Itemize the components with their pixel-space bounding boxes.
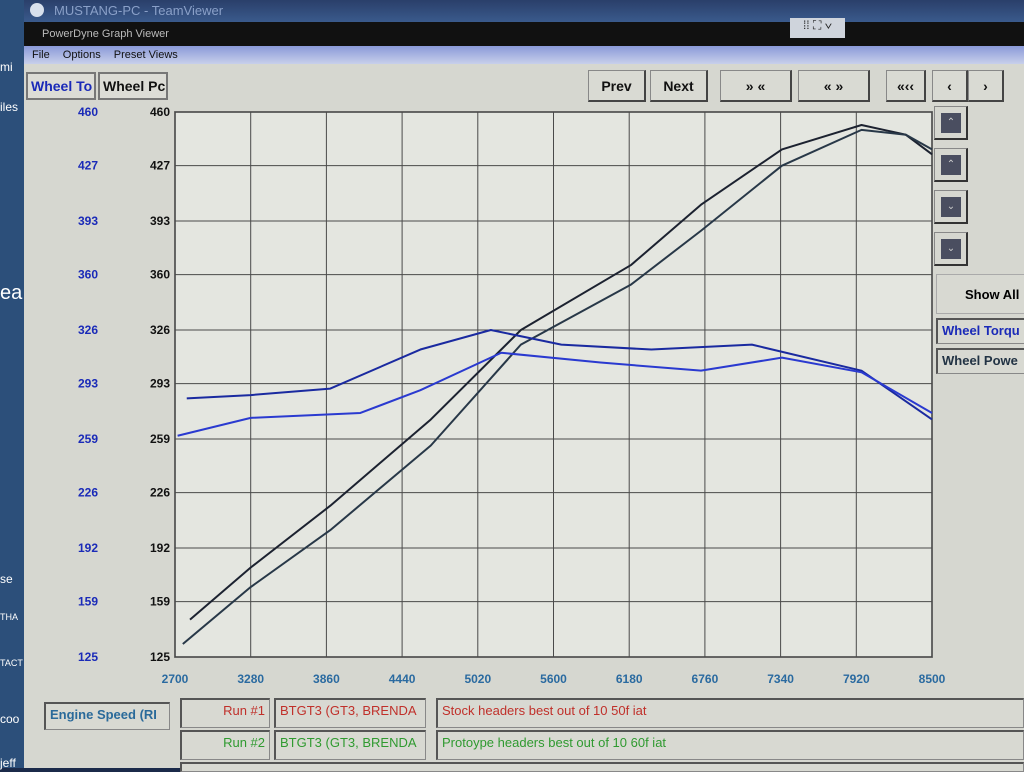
bg-text: coo — [0, 712, 20, 726]
y-tick-label-power: 125 — [150, 650, 170, 664]
y-tick-label-power: 360 — [150, 268, 170, 282]
power-curve — [182, 128, 933, 645]
teamviewer-logo-icon — [30, 3, 44, 17]
teamviewer-toolbar-toggle[interactable]: ⁞⁞ ⛶ ∨ — [790, 18, 845, 38]
menu-options[interactable]: Options — [62, 49, 101, 61]
scroll-far-left-button[interactable]: «‹‹ — [886, 70, 926, 102]
y-tick-label-power: 192 — [150, 541, 170, 555]
scroll-bottom-button[interactable]: ⌄ — [934, 232, 968, 266]
x-tick-label: 5020 — [464, 672, 491, 686]
chevron-down-icon: ⌄ — [941, 197, 961, 217]
run-2-note[interactable]: Protoype headers best out of 10 60f iat — [436, 730, 1024, 760]
scroll-left-button[interactable]: ‹ — [932, 70, 968, 102]
background-window-strip: mi iles ea se THA TACT coo jeff — [0, 0, 24, 770]
x-axis-channel-label[interactable]: Engine Speed (RI — [44, 702, 170, 730]
prev-button[interactable]: Prev — [588, 70, 646, 102]
dyno-chart: 2700 3280 3860 4440 5020 5600 6180 6760 7340 7920… — [78, 105, 946, 686]
x-tick-label: 7340 — [767, 672, 794, 686]
y-tick-label-torque: 226 — [78, 486, 98, 500]
x-tick-label: 6760 — [692, 672, 719, 686]
y-tick-label-power: 259 — [150, 432, 170, 446]
menu-preset-views[interactable]: Preset Views — [113, 49, 178, 61]
bg-text: mi — [0, 60, 13, 74]
teamviewer-titlebar: MUSTANG-PC - TeamViewer — [24, 0, 1024, 22]
y-tick-label-torque: 460 — [78, 105, 98, 119]
torque-curve — [177, 351, 933, 437]
x-tick-label: 5600 — [540, 672, 567, 686]
y-tick-label-torque: 293 — [78, 377, 98, 391]
y-tick-label-power: 293 — [150, 377, 170, 391]
next-button[interactable]: Next — [650, 70, 708, 102]
scroll-up-button[interactable]: ⌃ — [934, 148, 968, 182]
triple-chevron-down-icon: ⌄ — [941, 239, 961, 259]
legend-wheel-torque[interactable]: Wheel Torqu — [936, 318, 1024, 344]
run-2-label[interactable]: Run #2 — [180, 730, 270, 760]
y-tick-label-torque: 427 — [78, 159, 98, 173]
scroll-top-button[interactable]: ⌃ — [934, 106, 968, 140]
menu-bar: File Options Preset Views — [24, 46, 1024, 64]
y-tick-label-power: 427 — [150, 159, 170, 173]
bg-text: iles — [0, 100, 19, 114]
app-titlebar: PowerDyne Graph Viewer — [24, 22, 1024, 46]
bg-text: se — [0, 572, 13, 586]
run-3-row[interactable] — [180, 762, 1024, 772]
x-tick-label: 3280 — [237, 672, 264, 686]
chevron-up-icon: ⌃ — [941, 155, 961, 175]
y-tick-label-torque: 125 — [78, 650, 98, 664]
y-tick-label-torque: 192 — [78, 541, 98, 555]
bg-text: ea — [0, 282, 23, 304]
menu-file[interactable]: File — [32, 49, 50, 61]
x-tick-label: 4440 — [389, 672, 416, 686]
x-tick-label: 8500 — [919, 672, 946, 686]
zoom-out-button[interactable]: « » — [798, 70, 870, 102]
run-1-label[interactable]: Run #1 — [180, 698, 270, 728]
run-1-vehicle[interactable]: BTGT3 (GT3, BRENDA — [274, 698, 426, 728]
bg-text: THA — [0, 612, 18, 622]
run-1-note[interactable]: Stock headers best out of 10 50f iat — [436, 698, 1024, 728]
y-tick-label-torque: 159 — [78, 595, 98, 609]
x-tick-label: 6180 — [616, 672, 643, 686]
tab-wheel-torque[interactable]: Wheel To — [26, 72, 96, 100]
x-tick-label: 2700 — [162, 672, 189, 686]
y-tick-label-power: 326 — [150, 323, 170, 337]
y-tick-label-torque: 393 — [78, 214, 98, 228]
zoom-in-button[interactable]: » « — [720, 70, 792, 102]
y-tick-label-power: 393 — [150, 214, 170, 228]
bg-text: jeff — [0, 756, 16, 770]
scroll-down-button[interactable]: ⌄ — [934, 190, 968, 224]
y-tick-label-power: 159 — [150, 595, 170, 609]
tab-wheel-power[interactable]: Wheel Pc — [98, 72, 168, 100]
scroll-right-button[interactable]: › — [968, 70, 1004, 102]
app-title: PowerDyne Graph Viewer — [42, 28, 169, 40]
bg-text: TACT — [0, 658, 23, 668]
y-tick-label-power: 226 — [150, 486, 170, 500]
y-tick-label-power: 460 — [150, 105, 170, 119]
torque-curve — [186, 329, 933, 421]
x-tick-label: 7920 — [843, 672, 870, 686]
y-tick-label-torque: 259 — [78, 432, 98, 446]
run-2-vehicle[interactable]: BTGT3 (GT3, BRENDA — [274, 730, 426, 760]
triple-chevron-up-icon: ⌃ — [941, 113, 961, 133]
legend-wheel-power[interactable]: Wheel Powe — [936, 348, 1024, 374]
y-tick-label-torque: 326 — [78, 323, 98, 337]
power-curve — [189, 124, 933, 621]
y-tick-label-torque: 360 — [78, 268, 98, 282]
show-all-button[interactable]: Show All — [936, 274, 1024, 314]
x-tick-label: 3860 — [313, 672, 340, 686]
window-title: MUSTANG-PC - TeamViewer — [54, 3, 224, 18]
